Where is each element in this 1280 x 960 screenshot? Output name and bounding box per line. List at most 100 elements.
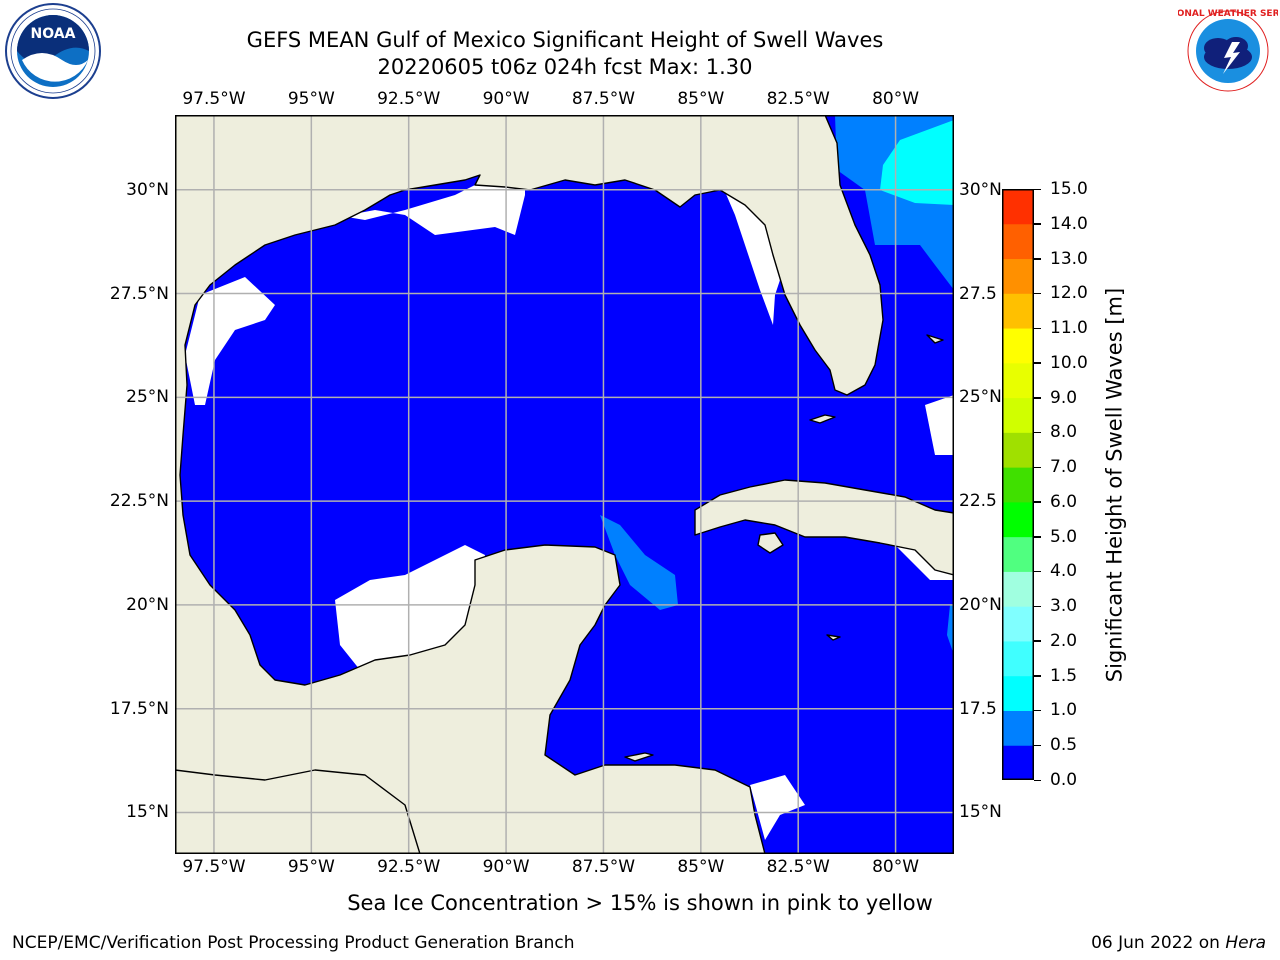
colorbar-tick-label: 0.0 [1050, 770, 1078, 790]
colorbar-band [1002, 710, 1034, 746]
lat-tick-right: 27.5 [959, 283, 997, 304]
colorbar-tick-label: 15.0 [1050, 179, 1088, 199]
colorbar-tick [1034, 675, 1041, 677]
colorbar-tick-label: 13.0 [1050, 248, 1088, 269]
colorbar-tick [1034, 501, 1041, 503]
colorbar-band [1002, 536, 1034, 572]
land-keys [809, 414, 836, 424]
colorbar-tick [1034, 570, 1041, 573]
land-andros [926, 334, 944, 344]
lon-tick-bottom: 90°W [482, 857, 530, 877]
colorbar-tick-label: 1.0 [1050, 700, 1078, 721]
lon-tick-top: 85°W [677, 89, 725, 109]
colorbar-tick-label: 10.0 [1050, 352, 1088, 373]
lat-tick-left: 30°N [126, 179, 169, 200]
lat-tick-left: 25°N [126, 387, 169, 408]
lat-tick-right: 20°N [959, 594, 1002, 615]
colorbar-band [1002, 745, 1034, 780]
lon-tick-bottom: 82.5°W [766, 857, 830, 877]
colorbar-tick [1034, 466, 1041, 469]
swell-1.0-atlantic [880, 120, 954, 205]
colorbar-tick [1034, 223, 1041, 225]
colorbar [1002, 189, 1034, 780]
colorbar-tick-label: 8.0 [1050, 422, 1078, 443]
colorbar-tick [1034, 258, 1041, 260]
colorbar-tick [1034, 362, 1041, 364]
colorbar-band [1002, 571, 1034, 607]
nodata-honduras [750, 775, 805, 840]
footer-branch: NCEP/EMC/Verification Post Processing Pr… [12, 933, 575, 953]
colorbar-tick-label: 6.0 [1050, 491, 1078, 512]
colorbar-tick-label: 2.0 [1050, 630, 1078, 651]
lat-tick-right: 25°N [959, 387, 1002, 408]
nodata-texas [185, 277, 275, 405]
lon-tick-top: 95°W [287, 89, 335, 109]
chart-title: GEFS MEAN Gulf of Mexico Significant Hei… [246, 28, 884, 52]
colorbar-tick-label: 4.0 [1050, 561, 1078, 582]
land-masses [175, 115, 954, 854]
map-frame [175, 115, 954, 854]
colorbar-title: Significant Height of Swell Waves [m] [1102, 287, 1127, 683]
chart-subtitle: 20220605 t06z 024h fcst Max: 1.30 [377, 55, 753, 79]
sea-ice-note: Sea Ice Concentration > 15% is shown in … [347, 891, 933, 915]
colorbar-tick [1034, 779, 1041, 781]
colorbar-band [1002, 293, 1034, 329]
lon-tick-bottom: 92.5°W [377, 857, 441, 877]
colorbar-tick [1034, 397, 1041, 399]
lon-tick-top: 92.5°W [377, 89, 441, 109]
lat-tick-left: 22.5°N [109, 491, 169, 512]
colorbar-frame [1002, 189, 1034, 780]
land-cayman [826, 634, 841, 641]
colorbar-tick [1034, 536, 1041, 538]
nodata-campeche [335, 545, 485, 670]
lat-tick-left: 17.5°N [109, 698, 169, 719]
land-north-america [175, 115, 884, 854]
colorbar-tick-label: 0.5 [1050, 735, 1078, 756]
gridlines [175, 115, 954, 854]
colorbar-tick-label: 7.0 [1050, 457, 1078, 478]
lat-tick-right: 30°N [959, 179, 1002, 200]
colorbar-band [1002, 397, 1034, 433]
colorbar-band [1002, 467, 1034, 503]
colorbar-tick [1034, 744, 1041, 747]
colorbar-band [1002, 501, 1034, 538]
land-swan [624, 752, 654, 762]
lat-tick-left: 27.5°N [109, 283, 169, 304]
colorbar-tick [1034, 292, 1041, 295]
colorbar-band [1002, 189, 1034, 225]
lon-tick-top: 97.5°W [182, 89, 246, 109]
colorbar-tick [1034, 188, 1041, 190]
footer-host: Hera [1225, 933, 1266, 953]
colorbar-tick-label: 11.0 [1050, 318, 1088, 339]
noaa-logo-text: NOAA [31, 26, 76, 42]
colorbar-tick-label: 9.0 [1050, 387, 1078, 408]
land-cuba [694, 479, 954, 576]
lon-tick-bottom: 95°W [287, 857, 335, 877]
footer-date: 06 Jun 2022 on Hera [1091, 933, 1266, 953]
lon-tick-bottom: 87.5°W [571, 857, 636, 877]
lon-tick-bottom: 85°W [677, 857, 725, 877]
lat-tick-right: 22.5 [959, 491, 997, 512]
colorbar-tick-label: 1.5 [1050, 665, 1078, 686]
swell-0.5-yucatan [600, 515, 678, 610]
colorbar-tick-label: 12.0 [1050, 283, 1088, 304]
colorbar-tick-label: 14.0 [1050, 213, 1088, 234]
lat-tick-right: 17.5 [959, 698, 997, 719]
lon-tick-top: 80°W [872, 89, 920, 109]
lon-tick-top: 82.5°W [766, 89, 830, 109]
lat-tick-left: 20°N [126, 594, 169, 615]
colorbar-tick [1034, 605, 1041, 608]
nodata-bahamas [925, 395, 954, 455]
lon-tick-top: 90°W [482, 89, 530, 109]
swell-0.5-east-edge [947, 605, 954, 655]
colorbar-tick-label: 3.0 [1050, 596, 1078, 617]
colorbar-tick [1034, 431, 1041, 434]
lon-tick-top: 87.5°W [571, 89, 636, 109]
colorbar-band [1002, 675, 1034, 711]
gulf-map [175, 115, 954, 854]
noaa-logo: NOAA [5, 3, 101, 99]
lon-tick-bottom: 80°W [872, 857, 920, 877]
colorbar-tick-label: 5.0 [1050, 526, 1078, 547]
colorbar-band [1002, 223, 1034, 260]
lat-tick-right: 15°N [959, 802, 1002, 823]
